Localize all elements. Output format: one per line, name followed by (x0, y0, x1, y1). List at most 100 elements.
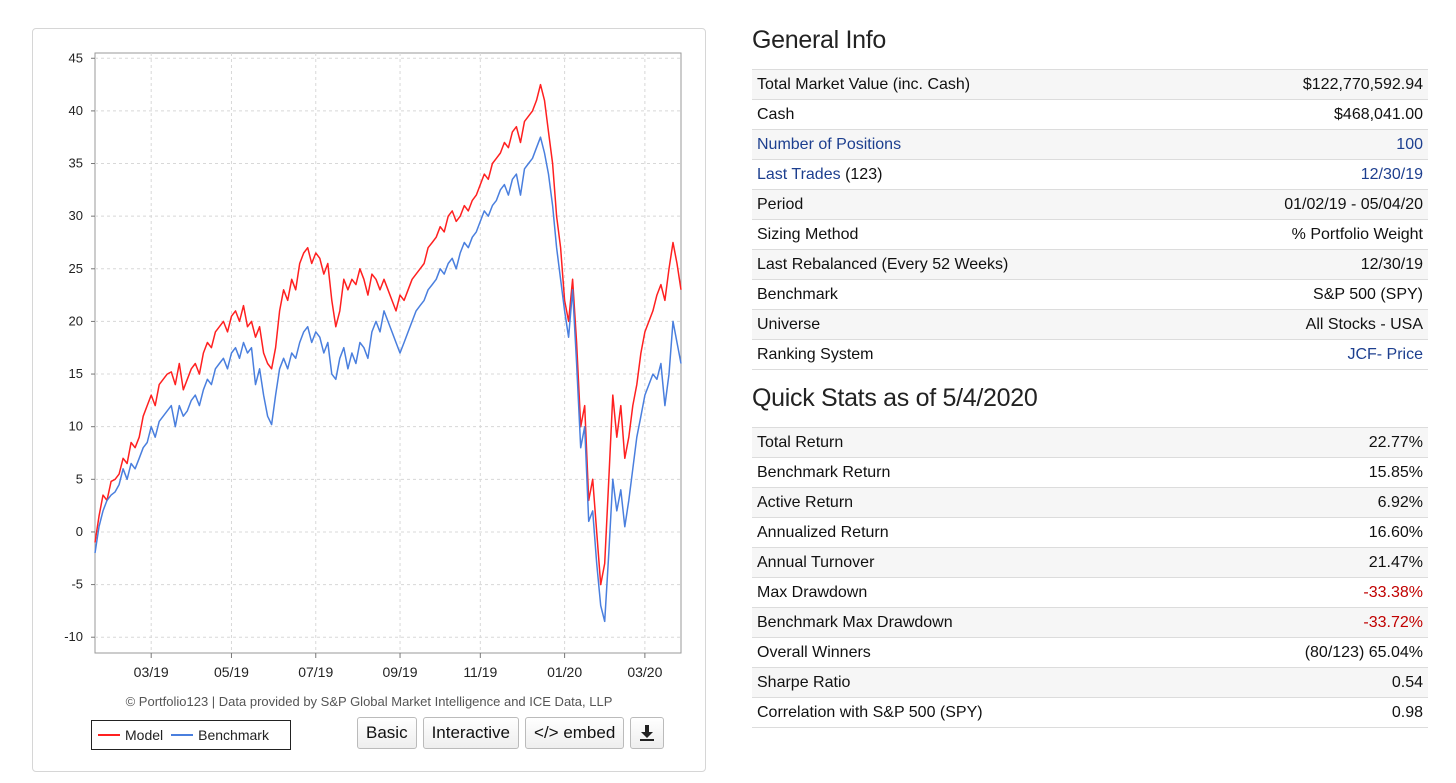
y-tick-label: 15 (69, 366, 83, 381)
y-tick-label: 25 (69, 261, 83, 276)
x-tick-label: 07/19 (298, 664, 333, 680)
row-label: Benchmark (752, 279, 1183, 310)
row-label: Max Drawdown (752, 577, 1190, 608)
y-tick-label: -5 (71, 577, 83, 592)
row-label: Period (752, 189, 1183, 220)
row-label: Universe (752, 309, 1183, 340)
table-row: Correlation with S&P 500 (SPY) 0.98 (752, 697, 1428, 728)
row-label: Total Return (752, 427, 1190, 458)
row-value: 15.85% (1189, 457, 1428, 488)
table-row: Sizing Method % Portfolio Weight (752, 219, 1428, 250)
row-label: Correlation with S&P 500 (SPY) (752, 697, 1190, 728)
x-tick-label: 03/20 (627, 664, 662, 680)
row-label: Active Return (752, 487, 1190, 518)
performance-chart: 45 40 35 30 25 20 15 10 5 0 -5 -10 03/19 05/19 07/19 09… (64, 50, 682, 680)
table-row: Benchmark S&P 500 (SPY) (752, 279, 1428, 310)
row-value: -33.38% (1189, 577, 1428, 608)
last-trades-count: (123) (845, 165, 883, 183)
table-row: Benchmark Max Drawdown -33.72% (752, 607, 1428, 638)
table-row: Annual Turnover 21.47% (752, 547, 1428, 578)
row-label: Overall Winners (752, 637, 1190, 668)
row-label: Last Rebalanced (Every 52 Weeks) (752, 249, 1183, 280)
legend-swatch-benchmark (171, 734, 194, 736)
legend-item-model: Model (98, 727, 163, 743)
x-tick-label: 01/20 (547, 664, 582, 680)
row-value: $122,770,592.94 (1182, 69, 1428, 100)
general-info-table: Total Market Value (inc. Cash) $122,770,… (752, 69, 1428, 370)
y-tick-label: 20 (69, 313, 83, 328)
row-value: 22.77% (1189, 427, 1428, 458)
positions-value-link[interactable]: 100 (1396, 135, 1423, 153)
chart-toolbar: Basic Interactive </> embed (357, 717, 665, 749)
row-value: 0.54 (1189, 667, 1428, 698)
positions-link[interactable]: Number of Positions (757, 135, 902, 153)
x-tick-label: 11/19 (463, 664, 497, 680)
quick-stats-table: Total Return 22.77% Benchmark Return 15.… (752, 427, 1428, 728)
chart-legend: Model Benchmark (91, 720, 291, 750)
table-row: Number of Positions 100 (752, 129, 1428, 160)
download-icon (640, 725, 655, 741)
row-value: -33.72% (1189, 607, 1428, 638)
embed-button[interactable]: </> embed (525, 717, 625, 749)
general-info-title: General Info (752, 26, 886, 54)
row-label: Annualized Return (752, 517, 1190, 548)
table-row: Benchmark Return 15.85% (752, 457, 1428, 488)
table-row: Last Rebalanced (Every 52 Weeks) 12/30/1… (752, 249, 1428, 280)
x-tick-label: 05/19 (214, 664, 249, 680)
last-trades-link[interactable]: Last Trades (757, 165, 841, 183)
series-line-model (94, 83, 682, 586)
info-panel: General Info Total Market Value (inc. Ca… (752, 26, 1428, 728)
table-row: Period 01/02/19 - 05/04/20 (752, 189, 1428, 220)
legend-label-benchmark: Benchmark (198, 727, 269, 743)
y-tick-label: 10 (69, 419, 83, 434)
last-trades-date-link[interactable]: 12/30/19 (1360, 165, 1423, 183)
basic-button[interactable]: Basic (357, 717, 417, 749)
table-row: Cash $468,041.00 (752, 99, 1428, 130)
plot-area (94, 52, 682, 654)
legend-item-benchmark: Benchmark (171, 727, 269, 743)
row-value: All Stocks - USA (1182, 309, 1428, 340)
series-line-benchmark (94, 136, 682, 623)
row-value: % Portfolio Weight (1182, 219, 1428, 250)
row-label: Cash (752, 99, 1183, 130)
quick-stats-title: Quick Stats as of 5/4/2020 (752, 384, 1038, 412)
table-row: Ranking System JCF- Price (752, 339, 1428, 370)
legend-swatch-model (98, 734, 120, 736)
y-tick-label: 30 (69, 208, 83, 223)
table-row: Annualized Return 16.60% (752, 517, 1428, 548)
table-row: Sharpe Ratio 0.54 (752, 667, 1428, 698)
y-tick-label: -10 (64, 629, 83, 644)
row-label: Sizing Method (752, 219, 1183, 250)
row-value: 01/02/19 - 05/04/20 (1182, 189, 1428, 220)
table-row: Total Market Value (inc. Cash) $122,770,… (752, 69, 1428, 100)
axes: 45 40 35 30 25 20 15 10 5 0 -5 -10 03/19 05/19 07/19 09… (64, 50, 662, 680)
row-value: (80/123) 65.04% (1189, 637, 1428, 668)
chart-panel: 45 40 35 30 25 20 15 10 5 0 -5 -10 03/19 05/19 07/19 09… (32, 28, 706, 772)
legend-label-model: Model (125, 727, 164, 743)
row-value: 21.47% (1189, 547, 1428, 578)
x-tick-label: 03/19 (134, 664, 169, 680)
row-value: S&P 500 (SPY) (1182, 279, 1428, 310)
table-row: Max Drawdown -33.38% (752, 577, 1428, 608)
data-credit: © Portfolio123 | Data provided by S&P Gl… (125, 694, 613, 709)
y-tick-label: 35 (69, 156, 83, 171)
y-tick-label: 45 (69, 50, 83, 65)
table-row: Universe All Stocks - USA (752, 309, 1428, 340)
y-tick-label: 5 (76, 471, 83, 486)
row-value: 12/30/19 (1182, 249, 1428, 280)
download-button[interactable] (630, 717, 665, 749)
row-value: 16.60% (1189, 517, 1428, 548)
row-value: 0.98 (1189, 697, 1428, 728)
y-tick-label: 0 (76, 524, 83, 539)
row-label: Benchmark Return (752, 457, 1190, 488)
table-row: Total Return 22.77% (752, 427, 1428, 458)
row-label: Total Market Value (inc. Cash) (752, 69, 1183, 100)
table-row: Last Trades (123) 12/30/19 (752, 159, 1428, 190)
series-lines (94, 83, 682, 623)
row-label: Ranking System (752, 339, 1183, 370)
row-label: Annual Turnover (752, 547, 1190, 578)
ranking-system-link[interactable]: JCF- Price (1347, 345, 1423, 363)
interactive-button[interactable]: Interactive (422, 717, 520, 749)
table-row: Overall Winners (80/123) 65.04% (752, 637, 1428, 668)
row-value: 6.92% (1189, 487, 1428, 518)
